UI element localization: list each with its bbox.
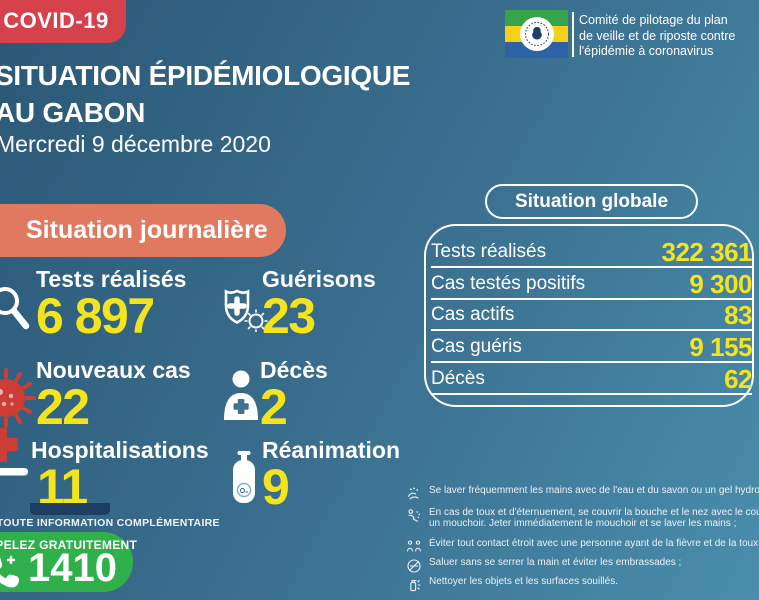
row-label: Tests réalisés — [431, 240, 547, 262]
hotline-pill: APPELEZ GRATUITEMENT 1410 — [0, 532, 137, 593]
row-label: Cas testés positifs — [431, 272, 586, 294]
stat-value: 9 — [262, 459, 290, 515]
phone-icon — [0, 554, 20, 593]
row-label: Cas actifs — [431, 304, 515, 326]
table-row: Cas guéris 9 155 — [431, 331, 752, 364]
stat-value: 2 — [260, 379, 288, 435]
hospital-cross-bed-icon — [0, 426, 36, 483]
row-value: 83 — [724, 300, 752, 331]
row-value: 9 300 — [689, 268, 752, 299]
table-row: Cas actifs 83 — [431, 300, 752, 332]
hygiene-item: Éviter tout contact étroit avec une pers… — [406, 538, 759, 555]
stat-tests-realises: Tests réalisés 6 897 — [36, 266, 187, 344]
clean-surfaces-icon — [406, 577, 422, 593]
hygiene-item: Nettoyer les objets et les surfaces soui… — [406, 576, 618, 593]
hygiene-text: Saluer sans se serrer la main et éviter … — [429, 557, 682, 568]
global-situation-heading: Situation globale — [514, 190, 669, 212]
table-row: Décès 62 — [431, 363, 752, 395]
wash-hands-icon — [406, 486, 422, 502]
committee-line: l'épidémie à coronavirus — [579, 44, 714, 58]
stat-guerisons: Guérisons 23 — [262, 266, 376, 344]
hotline-number: 1410 — [28, 546, 117, 590]
avoid-contact-icon — [406, 539, 422, 555]
stat-label: Réanimation — [262, 437, 401, 463]
svg-text:O₂: O₂ — [240, 488, 249, 495]
daily-situation-heading: Situation journalière — [26, 216, 268, 244]
hygiene-text: Nettoyer les objets et les surfaces soui… — [429, 576, 618, 587]
row-label: Cas guéris — [431, 336, 522, 358]
global-situation-table: Tests réalisés 322 361 Cas testés positi… — [431, 236, 753, 395]
gabon-flag-logo — [505, 10, 568, 58]
person-cross-icon — [222, 370, 258, 425]
covid-19-badge-label: COVID-19 — [3, 8, 109, 33]
page-title-line1: SITUATION ÉPIDÉMIOLOGIQUE — [0, 60, 411, 91]
global-situation-panel — [424, 224, 754, 407]
row-label: Décès — [431, 367, 485, 389]
stat-value: 23 — [262, 288, 316, 344]
hygiene-text: Se laver fréquemment les mains avec de l… — [429, 485, 759, 496]
stat-label: Nouveaux cas — [36, 357, 191, 383]
elbow-sneeze-icon — [406, 508, 422, 524]
hygiene-text: En cas de toux et d'éternuement, se couv… — [429, 507, 759, 529]
stat-label: Décès — [260, 357, 328, 383]
stat-nouveaux-cas: Nouveaux cas 22 — [36, 357, 191, 435]
hotline-call-label: APPELEZ GRATUITEMENT — [0, 538, 138, 552]
covid-19-badge: COVID-19 — [0, 0, 126, 43]
hygiene-text: Éviter tout contact étroit avec une pers… — [429, 538, 759, 549]
report-date: Mercredi 9 décembre 2020 — [0, 131, 271, 157]
row-value: 322 361 — [661, 236, 753, 267]
stat-value: 22 — [36, 379, 90, 435]
hygiene-item: Saluer sans se serrer la main et éviter … — [406, 557, 682, 574]
hygiene-item: Se laver fréquemment les mains avec de l… — [406, 485, 759, 502]
stat-hospitalisations: Hospitalisations 11 — [31, 437, 209, 512]
stat-label: Tests réalisés — [36, 266, 187, 292]
virus-icon — [0, 366, 38, 435]
republic-seal-icon — [519, 17, 554, 51]
shield-cross-virus-icon — [216, 288, 268, 337]
hygiene-item: En cas de toux et d'éternuement, se couv… — [406, 507, 759, 530]
table-row: Cas testés positifs 9 300 — [431, 268, 752, 300]
page-title-line2: AU GABON — [0, 97, 146, 128]
oxygen-tank-icon: O₂ — [229, 451, 259, 508]
stat-value: 6 897 — [36, 288, 155, 344]
magnifier-icon — [0, 286, 34, 337]
no-handshake-icon — [406, 558, 422, 574]
committee-caption: Comité de pilotage du plan de veille et … — [579, 13, 735, 60]
committee-line: Comité de pilotage du plan — [579, 13, 728, 27]
stat-label: Hospitalisations — [31, 437, 209, 463]
committee-line: de veille et de riposte contre — [579, 28, 736, 43]
stat-label: Guérisons — [262, 266, 376, 292]
table-row: Tests réalisés 322 361 — [431, 236, 753, 268]
header-separator — [572, 12, 574, 57]
stat-reanimation: Réanimation 9 — [262, 437, 401, 515]
stat-deces: Décès 2 — [260, 357, 328, 435]
hotline-note: POUR TOUTE INFORMATION COMPLÉMENTAIRE — [0, 517, 220, 529]
row-value: 9 155 — [689, 332, 752, 363]
global-situation-pill: Situation globale — [485, 184, 698, 219]
cropped-logo-fragment — [30, 503, 110, 515]
daily-situation-pill: Situation journalière — [0, 204, 286, 257]
row-value: 62 — [724, 363, 752, 394]
